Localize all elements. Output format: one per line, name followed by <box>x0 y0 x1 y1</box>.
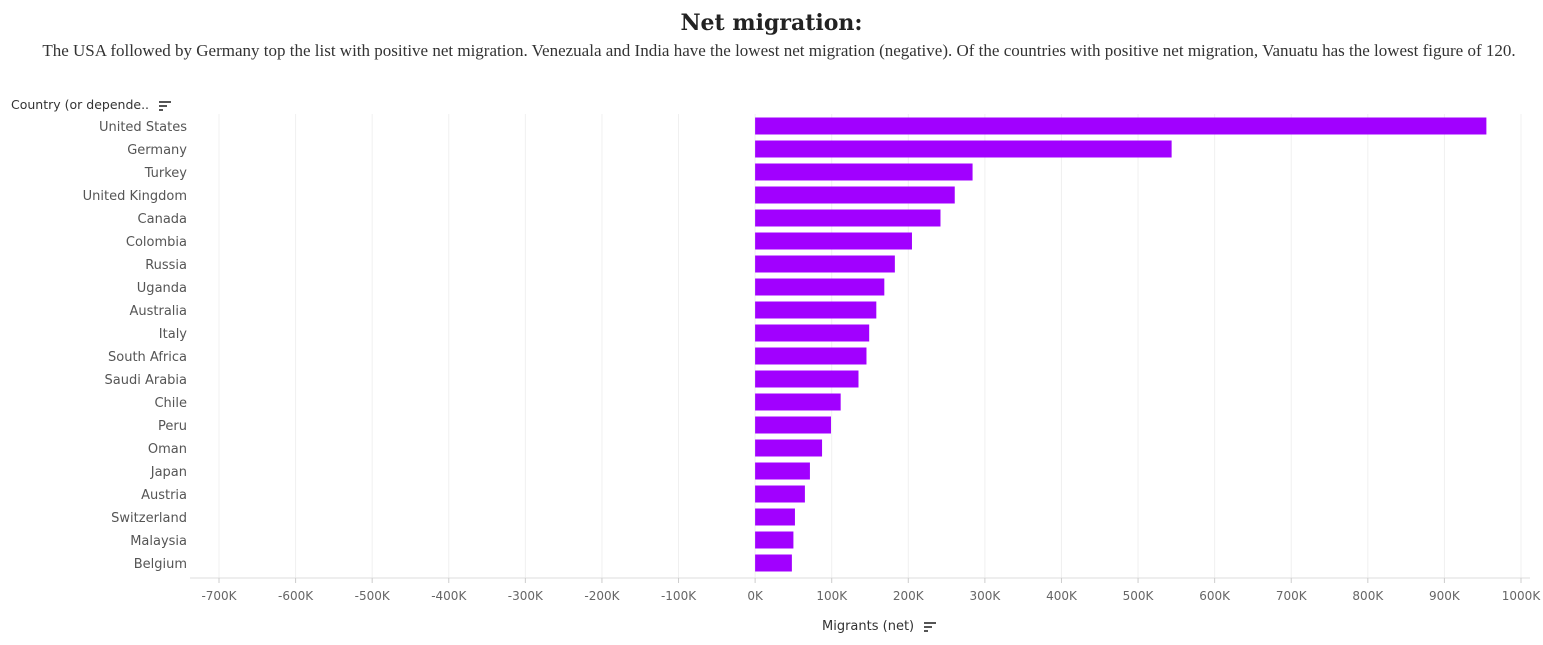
y-category-label: Uganda <box>137 281 187 296</box>
x-tick-label: 1000K <box>1502 589 1542 603</box>
y-category-label: Malaysia <box>130 534 187 549</box>
x-axis-title[interactable]: Migrants (net) <box>822 619 937 634</box>
bar[interactable] <box>755 508 795 526</box>
x-tick-label: -100K <box>661 589 697 603</box>
x-tick-label: -400K <box>431 589 467 603</box>
y-category-label: Saudi Arabia <box>105 373 188 388</box>
y-axis-title-label: Country (or depende.. <box>11 97 150 112</box>
y-category-label: United States <box>99 120 187 135</box>
y-category-label: Chile <box>154 396 187 411</box>
y-axis-labels: United States Germany Turkey United Kingdom… <box>83 120 188 572</box>
chart-title: Net migration: <box>680 10 863 36</box>
bar[interactable] <box>755 554 792 572</box>
bar[interactable] <box>755 531 794 549</box>
y-category-label: South Africa <box>108 350 187 365</box>
x-tick-label: 600K <box>1199 589 1231 603</box>
bar[interactable] <box>755 301 877 319</box>
bar[interactable] <box>755 117 1487 135</box>
x-axis-title-label: Migrants (net) <box>822 619 915 634</box>
bar[interactable] <box>755 393 841 411</box>
bar[interactable] <box>755 439 823 457</box>
y-category-label: Canada <box>138 212 187 227</box>
bar[interactable] <box>755 416 831 434</box>
x-tick-label: 400K <box>1046 589 1078 603</box>
bar[interactable] <box>755 347 867 365</box>
y-category-label: Austria <box>141 488 187 503</box>
bar[interactable] <box>755 485 805 503</box>
x-tick-label: 900K <box>1429 589 1461 603</box>
bar[interactable] <box>755 140 1172 158</box>
x-tick-label: 0K <box>747 589 764 603</box>
bar[interactable] <box>755 324 870 342</box>
y-category-label: Australia <box>129 304 187 319</box>
x-tick-label: -700K <box>201 589 237 603</box>
x-tick-label: -500K <box>355 589 391 603</box>
bar[interactable] <box>755 209 941 227</box>
y-category-label: Switzerland <box>111 511 187 526</box>
bar[interactable] <box>755 232 912 250</box>
x-tick-label: 200K <box>893 589 925 603</box>
gridlines <box>218 114 1522 578</box>
bar[interactable] <box>755 163 973 181</box>
bar[interactable] <box>755 255 895 273</box>
x-axis-ticks: -700K -600K -500K -400K -300K -200K -100K 0K 100… <box>201 578 1541 603</box>
y-category-label: United Kingdom <box>83 189 187 204</box>
bar[interactable] <box>755 278 885 296</box>
y-category-label: Colombia <box>126 235 187 250</box>
y-category-label: Oman <box>148 442 187 457</box>
x-tick-label: -200K <box>584 589 620 603</box>
sort-icon[interactable] <box>159 100 171 111</box>
sort-icon[interactable] <box>924 621 937 632</box>
x-tick-label: 100K <box>816 589 848 603</box>
x-tick-label: 700K <box>1276 589 1308 603</box>
chart-subtitle: The USA followed by Germany top the list… <box>42 41 1516 60</box>
bars <box>755 117 1487 572</box>
y-category-label: Russia <box>145 258 187 273</box>
x-tick-label: -300K <box>508 589 544 603</box>
x-tick-label: -600K <box>278 589 314 603</box>
bar[interactable] <box>755 462 810 480</box>
y-category-label: Japan <box>150 465 187 480</box>
y-category-label: Belgium <box>134 557 187 572</box>
y-category-label: Germany <box>127 143 187 158</box>
bar[interactable] <box>755 186 955 204</box>
y-axis-title[interactable]: Country (or depende.. <box>11 97 171 112</box>
y-category-label: Turkey <box>144 166 188 181</box>
x-tick-label: 500K <box>1123 589 1155 603</box>
y-category-label: Italy <box>159 327 188 342</box>
bar[interactable] <box>755 370 859 388</box>
x-tick-label: 300K <box>969 589 1001 603</box>
x-tick-label: 800K <box>1352 589 1384 603</box>
y-category-label: Peru <box>158 419 187 434</box>
